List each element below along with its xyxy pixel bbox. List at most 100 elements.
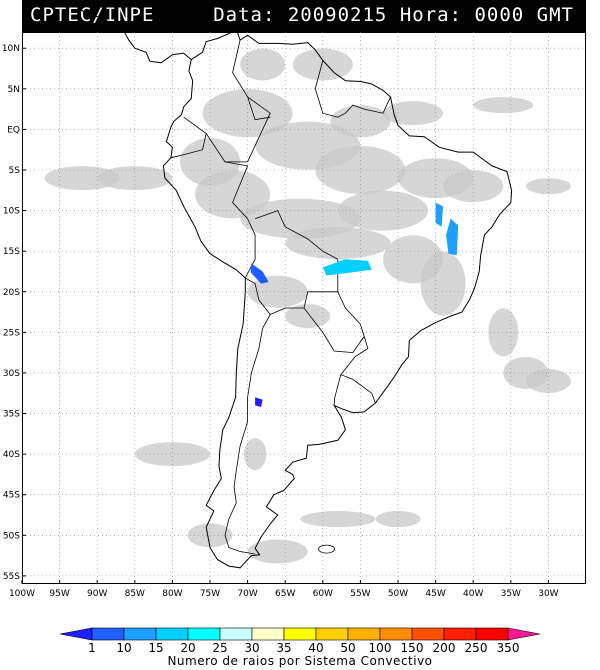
lat-tick-label: 20S [3,288,20,298]
lon-tick-label: 50W [388,589,408,599]
south-america-coastline [162,28,513,569]
colorbar-label: 100 [369,641,392,655]
lat-tick-label: 10S [3,207,20,217]
colorbar-swatch [219,627,253,641]
lat-tick-label: 30S [3,369,20,379]
colorbar-swatch [251,627,285,641]
colorbar-swatch [155,627,189,641]
lon-tick-label: 100W [9,589,35,599]
cloud-patch [180,137,240,186]
date-value: 20090215 [287,4,388,26]
country-border [303,291,365,354]
cloud-patch [443,170,504,203]
time-value: 0000 GMT [474,4,574,26]
country-border [333,374,342,406]
colorbar-label: 40 [308,641,323,655]
date-prefix: Data: [213,4,276,26]
country-border [183,96,271,163]
lon-tick-label: 80W [162,589,182,599]
cloud-patch [240,48,286,81]
country-border [340,336,376,404]
colorbar-label: 20 [180,641,195,655]
colorbar-swatch [59,627,93,641]
cloud-patch [285,227,391,260]
lon-tick-label: 70W [237,589,257,599]
colorbar-swatch [475,627,509,641]
lon-tick-label: 45W [425,589,445,599]
lon-tick-label: 75W [200,589,220,599]
colorbar-swatch [347,627,381,641]
colorbar-swatch [123,627,157,641]
lon-tick-label: 40W [463,589,483,599]
lightning-cluster-bahia-south [446,218,459,256]
lat-tick-label: 40S [3,450,20,460]
country-border [314,60,391,118]
country-border [170,133,207,159]
country-border [245,210,339,315]
map-header: CPTEC/INPE Data: 20090215 Hora: 0000 GMT [22,0,586,32]
lat-tick-label: 35S [3,410,20,420]
cloud-patch [420,251,466,316]
cloud-patch [383,101,444,126]
cloud-patch [488,308,519,357]
colorbar-label: 50 [340,641,355,655]
lat-tick-label: 5S [9,166,21,176]
lon-tick-label: 65W [275,589,295,599]
lon-tick-label: 35W [501,589,521,599]
colorbar-label: 250 [465,641,488,655]
lat-tick-label: EQ [7,125,20,135]
colorbar-label: 10 [116,641,131,655]
coastline-layer [78,7,513,569]
lon-tick-label: 60W [313,589,333,599]
colorbar-label: 30 [244,641,259,655]
colorbar-swatch [379,627,413,641]
lightning-layer [250,202,459,407]
lat-tick-label: 25S [3,328,20,338]
country-border [224,161,256,279]
falkland-islands [318,544,335,554]
lon-tick-label: 30W [538,589,558,599]
colorbar-title: Numero de raios por Sistema Convectivo [167,654,433,668]
lat-tick-label: 10N [2,44,20,54]
lat-tick-label: 55S [3,572,20,582]
cloud-patch [525,178,571,195]
colorbar-swatch [507,627,541,641]
datetime-label: Data: 20090215 Hora: 0000 GMT [213,4,574,26]
central-america-coastline [78,7,192,64]
axis-labels: 10N 5N EQ 5S 10S 15S 20S 25S 30S 35S 40S 45S 50S 55S 1… [2,44,559,599]
cloud-layer [44,48,571,564]
colorbar-label: 350 [497,641,520,655]
cloud-patch [247,275,308,308]
cloud-patch [134,442,210,467]
colorbar-label: 15 [148,641,163,655]
lat-tick-label: 15S [3,247,20,257]
lon-tick-label: 85W [125,589,145,599]
lat-tick-label: 45S [3,491,20,501]
lat-tick-label: 5N [8,85,20,95]
cloud-patch [44,166,120,191]
lon-tick-label: 95W [49,589,69,599]
lightning-cluster-central-brazil [322,259,372,276]
lightning-cluster-bolivia-west [250,263,269,284]
cloud-patch [97,166,173,191]
colorbar-swatch [91,627,125,641]
lon-tick-label: 55W [350,589,370,599]
colorbar-swatch [411,627,445,641]
colorbar-label: 25 [212,641,227,655]
colorbar-label: 150 [401,641,424,655]
cloud-patch [247,539,308,564]
cloud-patch [375,511,421,528]
hour-prefix: Hora: [399,4,463,26]
colorbar-swatch [283,627,317,641]
lat-tick-label: 50S [3,531,20,541]
colorbar-swatch [443,627,477,641]
lightning-cluster-argentina-mendoza [255,397,263,407]
cloud-patch [285,304,331,329]
lightning-cluster-bahia-north [435,202,444,227]
cloud-patch [525,369,571,394]
cloud-patch [473,97,534,114]
colorbar-label: 200 [433,641,456,655]
cloud-patch [315,146,406,194]
colorbar-swatch [187,627,221,641]
